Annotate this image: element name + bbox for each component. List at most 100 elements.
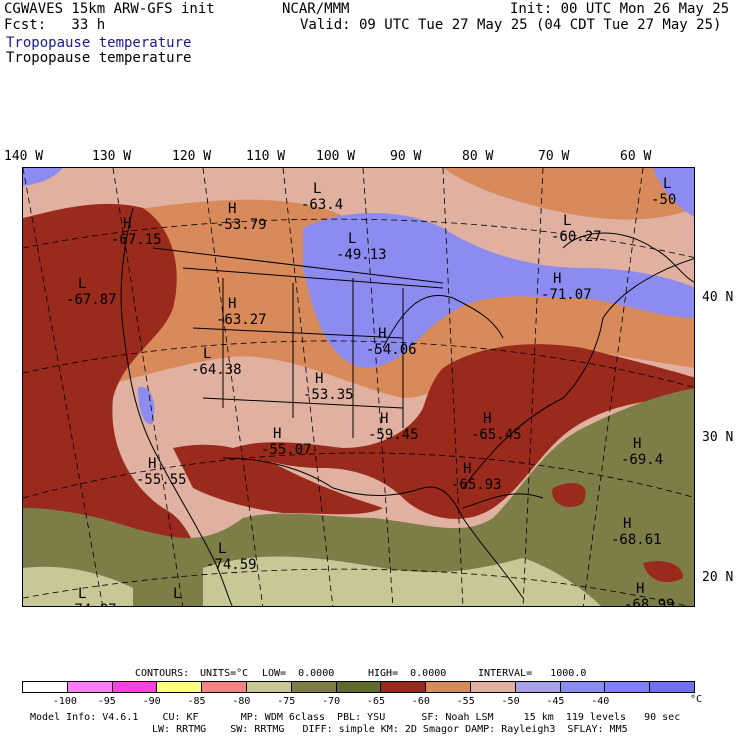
low-marker: L: [313, 181, 321, 197]
high-marker: H: [463, 461, 471, 477]
temperature-value-label: -74.87: [66, 602, 117, 607]
high-marker: H: [378, 326, 386, 342]
colorbar-segment: [605, 682, 651, 692]
high-marker: H: [623, 516, 631, 532]
colorbar-tick-label: -100: [52, 696, 77, 707]
colorbar-tick-label: -40: [591, 696, 610, 707]
temperature-value-label: -64.38: [191, 362, 242, 378]
lon-label-120w: 120 W: [172, 149, 212, 164]
colorbar: [22, 681, 695, 693]
lon-label-100w: 100 W: [316, 149, 356, 164]
forecast-hour: Fcst: 33 h: [4, 17, 106, 33]
hl-labels: H-53.79L-63.4L-49.13L-60.27L-50H-67.15L-…: [66, 176, 676, 607]
lon-label-110w: 110 W: [246, 149, 286, 164]
latlon-grid: [23, 168, 694, 606]
orange-top: [443, 168, 694, 220]
temperature-value-label: -68.99: [624, 597, 675, 607]
high-marker: H: [315, 371, 323, 387]
tropopause-temperature-map: H -53.79 L -63.4 L -49.13 L -60.27 L -50 H -67.15 L -…: [22, 167, 695, 607]
temperature-value-label: -69.4: [621, 452, 663, 468]
colorbar-tick-label: -85: [187, 696, 206, 707]
temperature-value-label: -68.61: [611, 532, 662, 548]
coastlines-borders: [120, 207, 694, 606]
colorbar-segment: [291, 682, 337, 692]
temperature-value-label: -63.4: [301, 197, 343, 213]
lon-label-140w: 140 W: [4, 149, 44, 164]
low-marker: L: [78, 276, 86, 292]
low-marker: L: [78, 586, 86, 602]
colorbar-tick-label: -50: [501, 696, 520, 707]
red-brown-southwest: [173, 444, 383, 515]
colorbar-tick-label: -70: [322, 696, 341, 707]
high-marker: H: [273, 426, 281, 442]
colorbar-tick-label: -65: [366, 696, 385, 707]
red-blob-sw-atlantic: [552, 483, 586, 508]
lat-label-40n: 40 N: [702, 290, 734, 305]
center-label: NCAR/MMM: [282, 1, 350, 17]
colorbar-unit: °C: [690, 694, 703, 705]
colorbar-segment: [202, 682, 247, 692]
field-title: Tropopause temperature: [6, 50, 192, 66]
colorbar-segment: [246, 682, 292, 692]
contours-label: CONTOURS:: [135, 668, 190, 679]
high-marker: H: [228, 296, 236, 312]
low-marker: L: [203, 346, 211, 362]
temperature-value-label: -50: [651, 192, 676, 208]
temperature-value-label: -67.87: [66, 292, 117, 308]
interval-label: INTERVAL= 1000.0: [478, 668, 587, 679]
red-brown-west: [23, 203, 203, 569]
lon-label-60w: 60 W: [620, 149, 652, 164]
low-marker: L: [218, 541, 226, 557]
colorbar-tick-label: -75: [277, 696, 296, 707]
colorbar-segment: [515, 682, 561, 692]
temperature-value-label: -67.15: [111, 232, 162, 248]
low-marker: L: [348, 231, 356, 247]
colorbar-segment: [67, 682, 113, 692]
colorbar-tick-label: -95: [97, 696, 116, 707]
temperature-value-label: -74.59: [206, 557, 257, 573]
olive-south: [23, 388, 694, 606]
colorbar-tick-label: -55: [456, 696, 475, 707]
temperature-value-label: -63.27: [216, 312, 267, 328]
red-blob-caribbean: [643, 561, 683, 583]
model-info-line2: LW: RRTMG SW: RRTMG DIFF: simple KM: 2D …: [152, 724, 628, 735]
high-marker: H: [553, 271, 561, 287]
low-marker: L: [663, 176, 671, 192]
temperature-value-label: -54.06: [366, 342, 417, 358]
map-canvas: H-53.79L-63.4L-49.13L-60.27L-50H-67.15L-…: [23, 168, 694, 607]
lat-label-30n: 30 N: [702, 430, 734, 445]
temperature-value-label: -55.55: [136, 472, 187, 488]
model-info-line1: Model Info: V4.6.1 CU: KF MP: WDM 6class…: [30, 712, 681, 723]
temperature-value-label: -53.79: [216, 217, 267, 233]
model-title: CGWAVES 15km ARW-GFS init: [4, 1, 215, 17]
lavender-region-north: [303, 213, 694, 368]
high-label: HIGH= 0.0000: [368, 668, 447, 679]
high-marker: H: [636, 581, 644, 597]
high-marker: H: [148, 456, 156, 472]
high-marker: H: [633, 436, 641, 452]
temperature-value-label: -65.93: [451, 477, 502, 493]
colorbar-segment: [157, 682, 203, 692]
colorbar-segment: [112, 682, 158, 692]
colorbar-segment: [23, 682, 68, 692]
lavender-corner-nw: [23, 168, 63, 186]
red-brown-east: [233, 344, 694, 519]
lon-label-80w: 80 W: [462, 149, 494, 164]
colorbar-segment: [381, 682, 427, 692]
colorbar-segment: [426, 682, 471, 692]
khaki-southwest: [23, 566, 133, 606]
high-marker: H: [123, 216, 131, 232]
high-marker: H: [483, 411, 491, 427]
lavender-patch-west: [138, 387, 155, 425]
colorbar-tick-label: -45: [546, 696, 565, 707]
lon-label-130w: 130 W: [92, 149, 132, 164]
init-time: Init: 00 UTC Mon 26 May 25: [510, 1, 730, 17]
high-marker: H: [380, 411, 388, 427]
temperature-value-label: -71.07: [541, 287, 592, 303]
colorbar-segment: [470, 682, 516, 692]
colorbar-segment: [560, 682, 606, 692]
lavender-corner-ne: [653, 168, 694, 217]
temperature-value-label: -49.13: [336, 247, 387, 263]
high-marker: H: [228, 201, 236, 217]
field-title-blue: Tropopause temperature: [6, 35, 192, 51]
